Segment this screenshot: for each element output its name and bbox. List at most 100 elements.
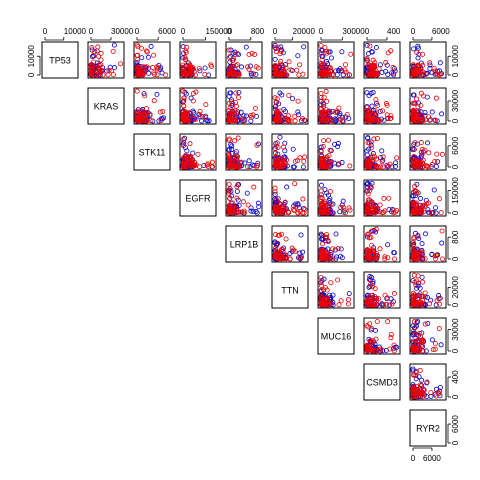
scatter-point-group-2 xyxy=(437,295,443,301)
scatter-point-group-2 xyxy=(200,114,206,120)
scatter-point-group-1 xyxy=(410,366,416,372)
scatter-point-group-2 xyxy=(241,208,247,214)
scatter-point-group-2 xyxy=(183,48,189,54)
scatter-point-group-2 xyxy=(372,348,378,354)
scatter-point-group-2 xyxy=(365,187,371,193)
scatter-point-group-2 xyxy=(248,114,254,120)
scatter-point-group-2 xyxy=(108,68,114,74)
scatter-point-group-1 xyxy=(368,90,374,96)
scatter-point-group-2 xyxy=(338,205,344,211)
scatter-point-group-2 xyxy=(293,204,299,210)
scatter-point-group-2 xyxy=(226,152,232,158)
scatter-point-group-2 xyxy=(295,157,301,163)
scatter-point-group-2 xyxy=(182,109,188,115)
scatter-point-group-2 xyxy=(319,111,325,117)
scatter-point-group-2 xyxy=(382,256,388,262)
scatter-point-group-2 xyxy=(410,300,416,306)
scatter-point-group-1 xyxy=(238,109,244,115)
scatter-point-group-2 xyxy=(380,154,386,160)
bottom-tick-label: 6000 xyxy=(423,454,441,463)
scatter-point-group-2 xyxy=(184,66,190,72)
scatter-point-group-2 xyxy=(433,71,439,77)
scatter-point-group-2 xyxy=(383,101,389,107)
scatter-point-group-2 xyxy=(367,338,373,344)
scatter-point-group-1 xyxy=(333,231,339,237)
scatter-point-group-2 xyxy=(424,163,430,169)
scatter-point-group-2 xyxy=(254,142,260,148)
scatter-point-group-1 xyxy=(318,182,324,188)
top-tick-label: 0 xyxy=(135,27,140,36)
scatter-point-group-1 xyxy=(250,209,256,215)
scatter-point-group-2 xyxy=(365,58,371,64)
scatter-point-group-2 xyxy=(195,151,201,157)
scatter-point-group-2 xyxy=(140,72,146,78)
diagonal-label-box xyxy=(87,87,125,125)
scatter-point-group-2 xyxy=(388,335,394,341)
scatter-point-group-2 xyxy=(232,138,238,144)
scatter-point-group-2 xyxy=(240,118,246,124)
scatter-point-group-2 xyxy=(364,247,370,253)
scatter-point-group-2 xyxy=(337,117,343,123)
scatter-point-group-2 xyxy=(340,204,346,210)
scatter-point-group-2 xyxy=(425,200,431,206)
scatter-point-group-2 xyxy=(318,275,324,281)
scatter-point-group-2 xyxy=(235,95,241,101)
scatter-point-group-2 xyxy=(141,69,147,75)
scatter-point-group-2 xyxy=(245,202,251,208)
variable-label: LRP1B xyxy=(230,240,259,250)
scatter-point-group-1 xyxy=(369,103,375,109)
scatter-point-group-2 xyxy=(248,112,254,118)
scatter-point-group-2 xyxy=(384,295,390,301)
scatter-point-group-2 xyxy=(330,118,336,124)
scatter-point-group-2 xyxy=(205,161,211,167)
top-tick-label: 6000 xyxy=(432,27,450,36)
scatter-point-group-1 xyxy=(321,276,327,282)
scatter-point-group-2 xyxy=(286,92,292,98)
scatter-point-group-2 xyxy=(324,255,330,261)
scatter-point-group-2 xyxy=(89,45,95,51)
scatter-point-group-2 xyxy=(252,105,258,111)
scatter-point-group-2 xyxy=(422,290,428,296)
scatter-point-group-2 xyxy=(208,62,214,68)
scatter-point-group-2 xyxy=(439,151,445,157)
scatter-point-group-2 xyxy=(186,72,192,78)
scatter-point-group-1 xyxy=(419,377,425,383)
scatter-point-group-1 xyxy=(139,55,145,61)
right-tick-label: 0 xyxy=(451,256,460,261)
scatter-point-group-2 xyxy=(410,290,416,296)
scatter-point-group-2 xyxy=(203,102,209,108)
scatter-point-group-2 xyxy=(275,232,281,238)
scatter-point-group-2 xyxy=(369,292,375,298)
scatter-point-group-2 xyxy=(274,251,280,257)
scatter-point-group-2 xyxy=(415,234,421,240)
scatter-point-group-2 xyxy=(324,48,330,54)
scatter-point-group-2 xyxy=(374,319,380,325)
top-tick-label: 800 xyxy=(251,27,265,36)
scatter-point-group-1 xyxy=(255,200,261,206)
scatter-point-group-1 xyxy=(370,280,376,286)
scatter-point-group-2 xyxy=(228,65,234,71)
scatter-point-group-2 xyxy=(417,334,423,340)
scatter-point-group-2 xyxy=(118,61,124,67)
diagonal-label-box xyxy=(271,271,309,309)
scatter-point-group-2 xyxy=(180,88,186,94)
scatter-point-group-1 xyxy=(332,141,338,147)
scatter-point-group-2 xyxy=(364,298,370,304)
left-tick-label: 0 xyxy=(27,72,36,77)
scatter-point-group-2 xyxy=(229,64,235,70)
scatter-point-group-2 xyxy=(290,247,296,253)
scatter-point-group-2 xyxy=(369,325,375,331)
scatter-point-group-2 xyxy=(180,143,186,149)
scatter-point-group-2 xyxy=(370,57,376,63)
scatter-point-group-2 xyxy=(413,202,419,208)
scatter-point-group-2 xyxy=(389,301,395,307)
scatter-point-group-2 xyxy=(280,64,286,70)
scatter-point-group-2 xyxy=(280,68,286,74)
scatter-point-group-1 xyxy=(228,90,234,96)
scatter-point-group-1 xyxy=(415,55,421,61)
scatter-point-group-2 xyxy=(226,181,232,187)
scatter-point-group-2 xyxy=(138,45,144,51)
scatter-point-group-2 xyxy=(365,209,371,215)
scatter-point-group-2 xyxy=(366,255,372,261)
scatter-point-group-2 xyxy=(276,63,282,69)
